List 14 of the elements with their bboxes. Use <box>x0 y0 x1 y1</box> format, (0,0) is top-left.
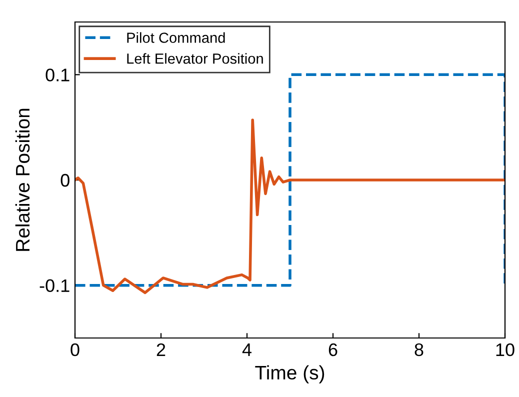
x-tick-label: 2 <box>156 343 166 356</box>
x-tick-label: 6 <box>328 343 338 356</box>
x-axis-title: Time (s) <box>255 365 324 384</box>
x-tick-label: 10 <box>496 343 514 356</box>
line-series <box>75 118 505 294</box>
x-tick-label: 4 <box>242 344 252 356</box>
x-tick-label: 8 <box>414 343 424 356</box>
y-tick-label: -0.1 <box>40 279 70 292</box>
y-tick-label: 0.1 <box>46 68 70 82</box>
legend-label: Pilot Command <box>127 32 225 43</box>
y-tick-label: 0 <box>60 174 70 187</box>
legend-label: Left Elevator Position <box>127 53 263 64</box>
y-axis-title: Relative Position <box>15 108 30 251</box>
x-tick-label: 0 <box>70 343 80 356</box>
